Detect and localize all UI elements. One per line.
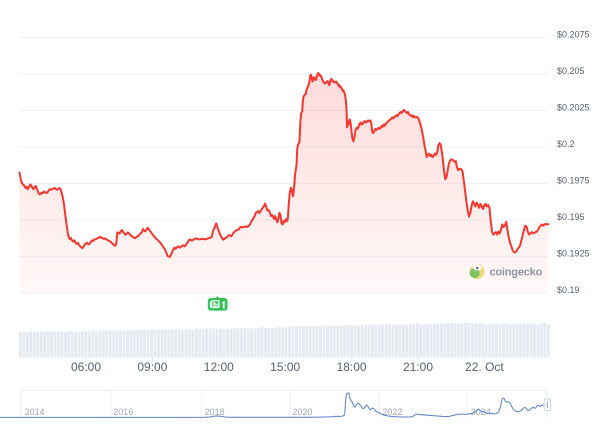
svg-text:18:00: 18:00 [337, 360, 367, 374]
svg-text:15:00: 15:00 [270, 360, 300, 374]
svg-text:2016: 2016 [113, 407, 133, 417]
svg-text:$0.1975: $0.1975 [557, 176, 590, 186]
svg-text:22. Oct: 22. Oct [465, 360, 504, 374]
svg-text:$0.205: $0.205 [557, 66, 585, 76]
svg-text:$0.2075: $0.2075 [557, 30, 590, 40]
svg-text:2018: 2018 [205, 407, 225, 417]
svg-text:$0.195: $0.195 [557, 212, 585, 222]
svg-text:2022: 2022 [382, 407, 402, 417]
svg-text:21:00: 21:00 [403, 360, 433, 374]
svg-text:$0.2: $0.2 [557, 139, 575, 149]
svg-text:$0.19: $0.19 [557, 285, 580, 295]
svg-text:$0.2025: $0.2025 [557, 103, 590, 113]
svg-text:06:00: 06:00 [71, 360, 101, 374]
svg-text:2024: 2024 [471, 407, 491, 417]
svg-text:09:00: 09:00 [137, 360, 167, 374]
svg-text:2014: 2014 [25, 407, 45, 417]
svg-text:$0.1925: $0.1925 [557, 249, 590, 259]
svg-text:2020: 2020 [292, 407, 312, 417]
svg-text:12:00: 12:00 [204, 360, 234, 374]
svg-text:coingecko: coingecko [490, 267, 543, 279]
